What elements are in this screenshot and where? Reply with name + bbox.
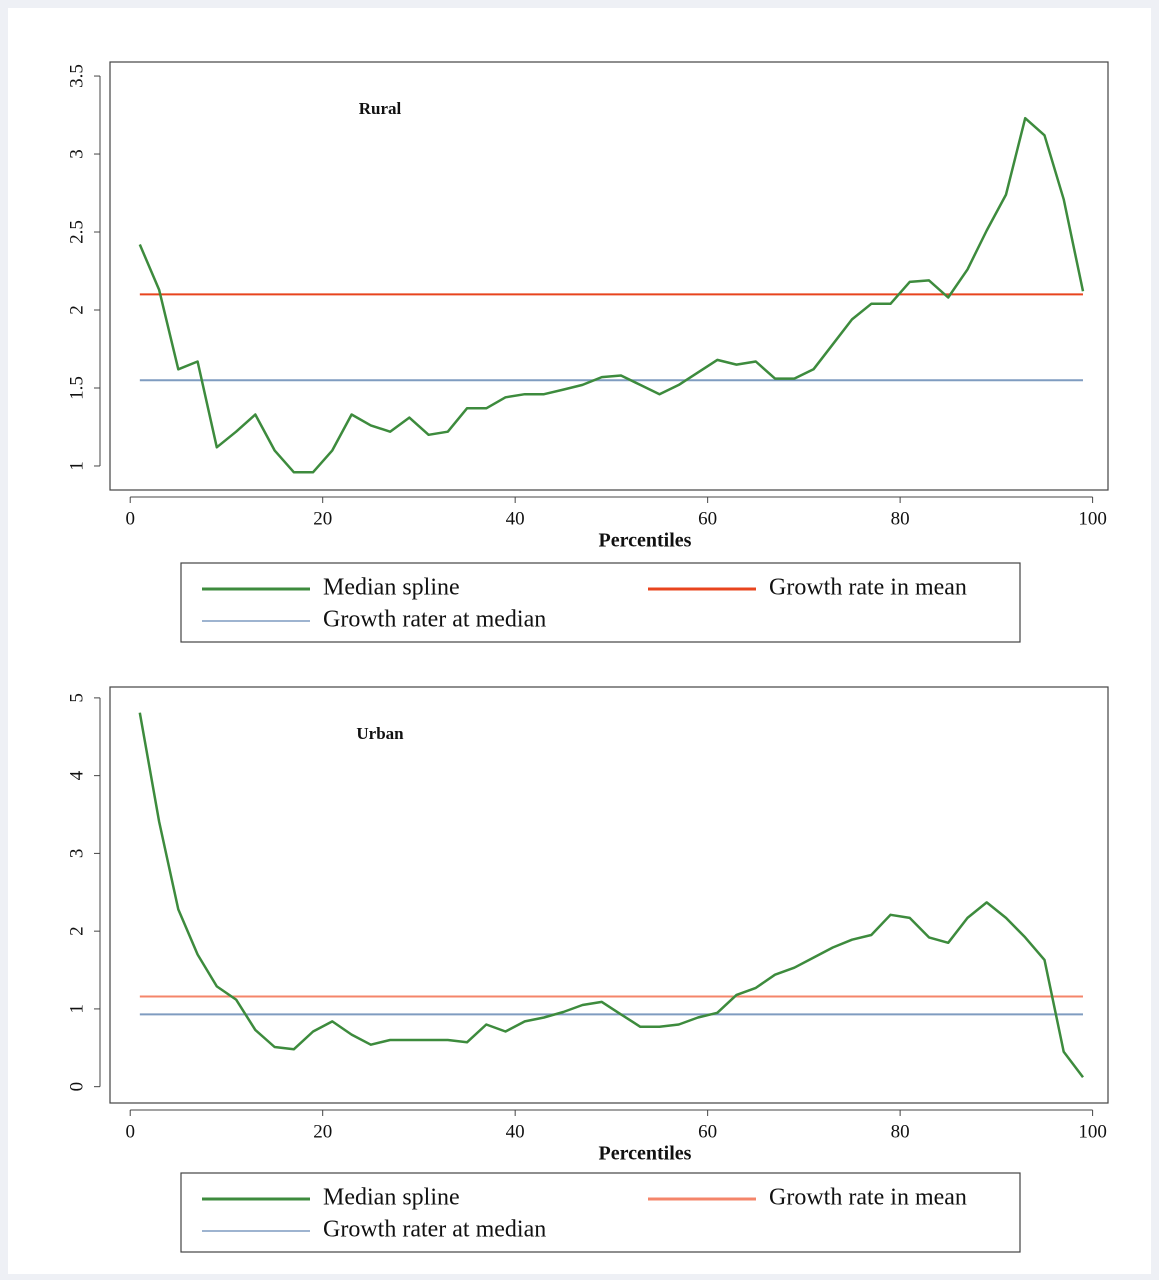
y-tick-label: 0 xyxy=(66,1082,87,1092)
median-spline xyxy=(138,116,1085,474)
legend-label: Median spline xyxy=(323,1185,460,1211)
x-axis-label: Percentiles xyxy=(599,530,692,552)
x-tick-label: 60 xyxy=(698,1121,717,1142)
legend-box xyxy=(180,1172,1021,1253)
legend-label: Growth rater at median xyxy=(323,607,546,633)
panel-title: Urban xyxy=(356,724,404,743)
legend-label: Growth rate in mean xyxy=(769,575,967,601)
y-tick-label: 5 xyxy=(66,693,87,703)
x-tick-label: 20 xyxy=(313,508,332,529)
y-tick-label: 1.5 xyxy=(66,376,87,400)
legend-box xyxy=(180,562,1021,643)
y-tick-label: 4 xyxy=(66,770,87,780)
plot-frame xyxy=(109,61,1109,491)
x-tick-label: 40 xyxy=(506,508,525,529)
x-tick-label: 80 xyxy=(891,1121,910,1142)
legend-label: Growth rate in mean xyxy=(769,1185,967,1211)
x-tick-label: 20 xyxy=(313,1121,332,1142)
y-tick-label: 2 xyxy=(66,305,87,315)
x-tick-label: 40 xyxy=(506,1121,525,1142)
y-tick-label: 1 xyxy=(66,461,87,471)
y-tick-label: 3.5 xyxy=(66,64,87,88)
y-tick-label: 2.5 xyxy=(66,220,87,244)
y-tick-label: 3 xyxy=(66,849,87,859)
y-tick-label: 3 xyxy=(66,149,87,159)
legend-label: Median spline xyxy=(323,575,460,601)
x-tick-label: 0 xyxy=(125,1121,135,1142)
x-tick-label: 0 xyxy=(125,508,135,529)
x-tick-label: 100 xyxy=(1078,1121,1107,1142)
x-tick-label: 100 xyxy=(1078,508,1107,529)
y-tick-label: 1 xyxy=(66,1004,87,1014)
panel-title: Rural xyxy=(359,99,402,118)
x-tick-label: 80 xyxy=(891,508,910,529)
median-spline xyxy=(138,712,1084,1079)
plot-frame xyxy=(109,686,1109,1104)
x-tick-label: 60 xyxy=(698,508,717,529)
y-tick-label: 2 xyxy=(66,926,87,936)
legend-label: Growth rater at median xyxy=(323,1217,546,1243)
x-axis-label: Percentiles xyxy=(599,1143,692,1165)
